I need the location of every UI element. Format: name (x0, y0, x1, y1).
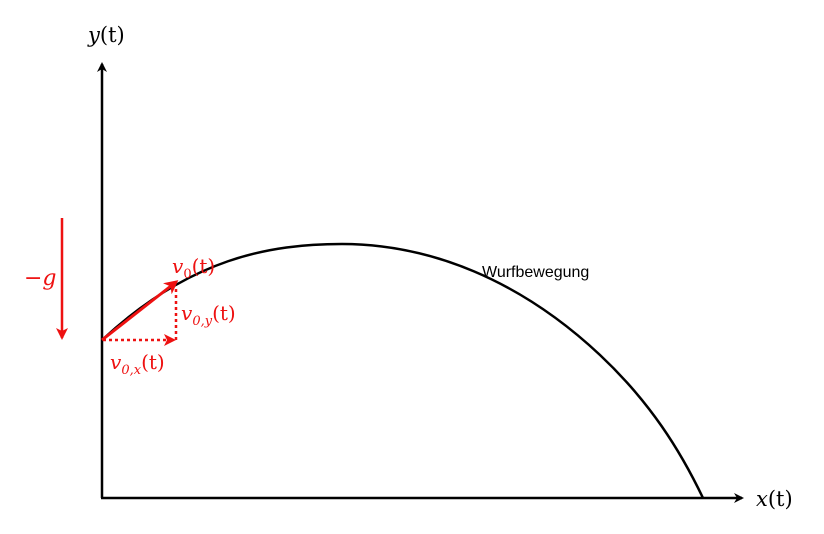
trajectory-curve (101, 242, 705, 499)
v0y-label: v0,y(t) (181, 301, 236, 329)
y-axis-label: y(t) (87, 23, 125, 47)
v0x-label: v0,x(t) (110, 350, 165, 378)
x-axis-label: x(t) (756, 487, 793, 511)
trajectory-label: Wurfbewegung (482, 264, 589, 281)
gravity-label: −g (24, 266, 57, 291)
v0-vector (101, 280, 179, 342)
v0-label: v0(t) (172, 254, 215, 282)
